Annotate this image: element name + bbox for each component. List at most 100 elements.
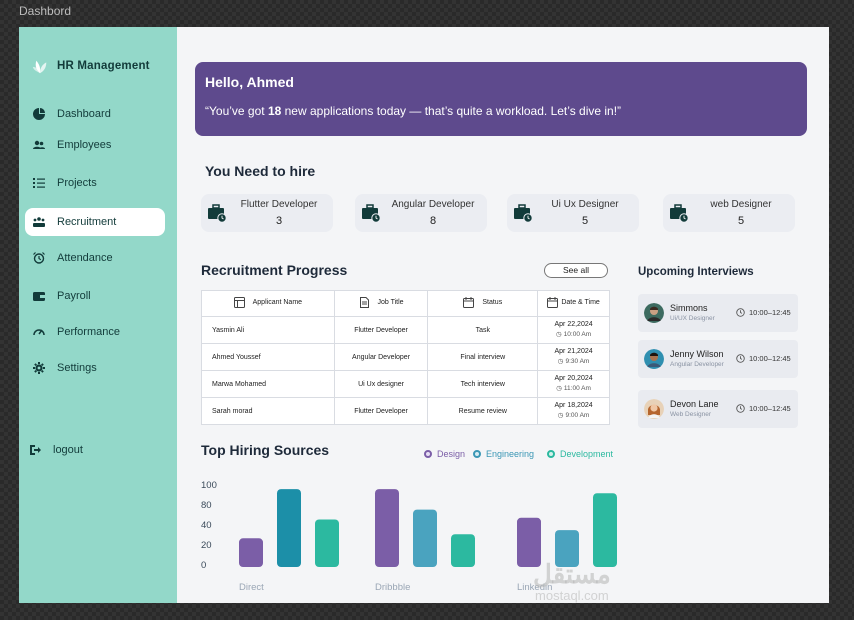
- welcome-message: “You’ve got 18 new applications today — …: [205, 104, 622, 118]
- x-tick-label: Linkedin: [517, 582, 552, 593]
- team-icon: [33, 217, 45, 227]
- job-title: Flutter Developer: [333, 397, 429, 425]
- hire-card[interactable]: web Designer 5: [663, 194, 795, 232]
- hiring-sources-chart: 100 80 40 20 0 Direct Dribbble Linkedin: [201, 480, 617, 593]
- column-header-status[interactable]: Status: [427, 290, 539, 317]
- sidebar-item-label: Attendance: [57, 252, 113, 264]
- hire-card[interactable]: Ui Ux Designer 5: [507, 194, 639, 232]
- job-title: Flutter Developer: [333, 316, 429, 344]
- interview-time: 10:00–12:45: [736, 308, 791, 317]
- clock-icon: [736, 404, 745, 413]
- clock-icon: ◷: [557, 358, 564, 365]
- sidebar-item-settings[interactable]: Settings: [25, 354, 165, 382]
- y-tick-label: 0: [201, 560, 206, 571]
- legend-item-development[interactable]: Development: [547, 449, 613, 459]
- interview-card[interactable]: Devon Lane Web Designer 10:00–12:45: [638, 390, 798, 428]
- hire-role: Ui Ux Designer: [551, 199, 619, 210]
- bar-linkedin-engineering[interactable]: [555, 530, 579, 567]
- list-icon: [33, 178, 45, 188]
- column-header-job[interactable]: Job Title: [333, 290, 429, 317]
- interviewee-role: Ui/UX Designer: [670, 315, 715, 322]
- hire-count: 3: [275, 215, 283, 227]
- clock-icon: ◷: [557, 412, 564, 419]
- hire-card[interactable]: Flutter Developer 3: [201, 194, 333, 232]
- bar-dribbble-engineering[interactable]: [413, 509, 437, 567]
- bar-linkedin-design[interactable]: [517, 517, 541, 567]
- logout-button[interactable]: logout: [21, 436, 161, 464]
- hire-card[interactable]: Angular Developer 8: [355, 194, 487, 232]
- hire-section-title: You Need to hire: [205, 163, 316, 179]
- status-cell: Resume review: [427, 397, 539, 425]
- y-tick-label: 80: [201, 500, 212, 511]
- sidebar-item-payroll[interactable]: Payroll: [25, 282, 165, 310]
- users-icon: [33, 140, 45, 149]
- x-tick-label: Dribbble: [375, 582, 410, 593]
- legend-item-design[interactable]: Design: [424, 449, 465, 459]
- interviewee-name: Devon Lane: [670, 399, 719, 409]
- applicant-name: Yasmin Ali: [201, 316, 335, 344]
- brand-name: HR Management: [57, 60, 150, 72]
- frame-label: Dashbord: [19, 4, 72, 18]
- table-row[interactable]: Marwa Mohamed Ui Ux designer Tech interv…: [201, 370, 610, 398]
- interview-card[interactable]: Simmons Ui/UX Designer 10:00–12:45: [638, 294, 798, 332]
- sidebar-item-dashboard[interactable]: Dashboard: [25, 100, 165, 128]
- bar-dribbble-development[interactable]: [451, 534, 475, 567]
- status-cell: Tech interview: [427, 370, 539, 398]
- logout-icon: [30, 445, 41, 455]
- briefcase-clock-icon: [208, 204, 227, 223]
- layout-icon: [233, 297, 245, 308]
- table-row[interactable]: Ahmed Youssef Angular Developer Final in…: [201, 343, 610, 371]
- date-time-cell: Apr 18,2024 ◷ 9:00 Am: [537, 397, 610, 425]
- job-title: Ui Ux designer: [333, 370, 429, 398]
- bar-direct-development[interactable]: [315, 519, 339, 567]
- dashboard-frame: HR Management Dashboard Employees Projec…: [19, 27, 829, 603]
- hire-role: Angular Developer: [391, 199, 475, 210]
- clock-icon: [736, 308, 745, 317]
- sidebar-item-performance[interactable]: Performance: [25, 318, 165, 346]
- recruitment-table: Applicant Name Job Title Status Date & T…: [201, 290, 610, 425]
- gear-icon: [33, 362, 45, 374]
- column-header-applicant[interactable]: Applicant Name: [201, 290, 335, 317]
- avatar: [644, 303, 664, 323]
- sidebar-item-label: Projects: [57, 177, 97, 189]
- interview-card[interactable]: Jenny Wilson Angular Developer 10:00–12:…: [638, 340, 798, 378]
- bar-direct-design[interactable]: [239, 538, 263, 567]
- sidebar: HR Management Dashboard Employees Projec…: [19, 27, 177, 603]
- clock-icon: [736, 354, 745, 363]
- sidebar-item-projects[interactable]: Projects: [25, 169, 165, 197]
- sidebar-item-attendance[interactable]: Attendance: [25, 244, 165, 272]
- date-time-cell: Apr 21,2024 ◷ 9:30 Am: [537, 343, 610, 371]
- sidebar-item-recruitment[interactable]: Recruitment: [25, 208, 165, 236]
- alarm-icon: [33, 252, 45, 264]
- greeting: Hello, Ahmed: [205, 74, 294, 90]
- wallet-icon: [33, 292, 45, 301]
- application-count: 18: [267, 104, 282, 118]
- legend-item-engineering[interactable]: Engineering: [473, 449, 534, 459]
- bar-direct-engineering[interactable]: [277, 489, 301, 567]
- status-cell: Task: [427, 316, 539, 344]
- sidebar-item-label: Payroll: [57, 290, 91, 302]
- interviewee-name: Simmons: [670, 303, 708, 313]
- table-row[interactable]: Yasmin Ali Flutter Developer Task Apr 22…: [201, 316, 610, 344]
- column-header-date[interactable]: Date & Time: [537, 290, 610, 317]
- briefcase-clock-icon: [362, 204, 381, 223]
- clock-icon: ◷: [556, 385, 562, 392]
- hire-role: web Designer: [710, 199, 772, 210]
- applicant-name: Ahmed Youssef: [201, 343, 335, 371]
- sidebar-item-label: Settings: [57, 362, 97, 374]
- brand[interactable]: HR Management: [31, 57, 150, 75]
- legend-dot-icon: [547, 450, 555, 458]
- interview-time: 10:00–12:45: [736, 354, 791, 363]
- progress-title: Recruitment Progress: [201, 262, 348, 278]
- table-row[interactable]: Sarah morad Flutter Developer Resume rev…: [201, 397, 610, 425]
- legend-dot-icon: [473, 450, 481, 458]
- see-all-button[interactable]: See all: [544, 263, 608, 278]
- calendar-icon: [547, 297, 559, 308]
- sidebar-item-employees[interactable]: Employees: [25, 131, 165, 159]
- legend-dot-icon: [424, 450, 432, 458]
- interviewee-role: Web Designer: [670, 411, 712, 418]
- bar-linkedin-development[interactable]: [593, 493, 617, 567]
- interviewee-role: Angular Developer: [670, 361, 724, 368]
- bar-dribbble-design[interactable]: [375, 489, 399, 567]
- hire-role: Flutter Developer: [240, 199, 318, 210]
